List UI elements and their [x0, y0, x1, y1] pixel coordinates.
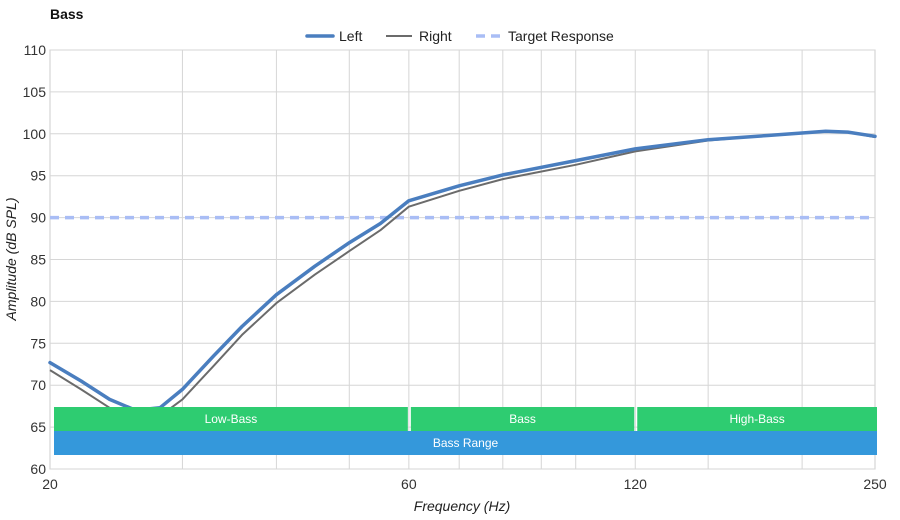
high-bass-band-label: High-Bass — [729, 412, 784, 426]
chart-title: Bass — [50, 6, 84, 22]
y-tick-label: 100 — [23, 126, 47, 142]
y-tick-label: 60 — [30, 461, 46, 477]
low-bass-band-label: Low-Bass — [205, 412, 258, 426]
x-axis-label: Frequency (Hz) — [414, 498, 510, 514]
bass-band — [410, 407, 635, 431]
y-tick-label: 110 — [24, 42, 47, 58]
y-tick-label: 65 — [30, 419, 46, 435]
high-bass-band — [637, 407, 877, 431]
y-tick-label: 85 — [30, 252, 46, 268]
y-tick-label: 90 — [30, 210, 46, 226]
right-series-line — [49, 130, 876, 420]
y-axis-ticks: 60 65 70 75 80 85 90 95 100 105 110 — [23, 42, 47, 477]
bass-range-band — [54, 431, 877, 455]
frequency-bands: Low-Bass Bass High-Bass Bass Range — [54, 407, 877, 455]
y-tick-label: 95 — [30, 168, 46, 184]
x-tick-label: 120 — [624, 476, 648, 492]
legend-label-right: Right — [419, 28, 452, 44]
series-lines — [48, 129, 877, 420]
x-tick-label: 20 — [42, 476, 58, 492]
x-axis-ticks: 20 60 120 250 — [42, 476, 887, 492]
y-tick-label: 105 — [23, 84, 47, 100]
legend: Left Right Target Response — [305, 28, 614, 44]
legend-label-target-response: Target Response — [508, 28, 614, 44]
y-tick-label: 70 — [30, 377, 46, 393]
bass-band-label: Bass — [509, 412, 536, 426]
x-tick-label: 60 — [401, 476, 417, 492]
low-bass-band — [54, 407, 408, 431]
y-axis-label: Amplitude (dB SPL) — [3, 198, 19, 322]
legend-label-left: Left — [339, 28, 362, 44]
x-tick-label: 250 — [863, 476, 887, 492]
bass-range-band-label: Bass Range — [433, 436, 499, 450]
y-tick-label: 75 — [30, 335, 46, 351]
left-series-line — [48, 129, 877, 413]
y-tick-label: 80 — [30, 293, 46, 309]
